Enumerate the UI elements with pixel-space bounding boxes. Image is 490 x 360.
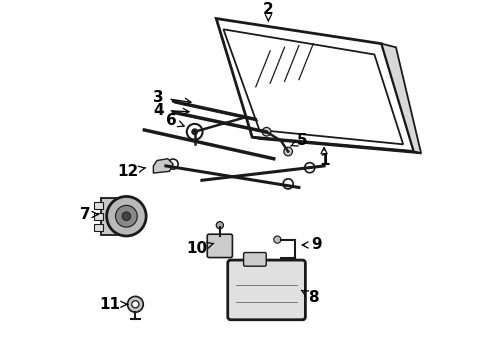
- Circle shape: [168, 159, 178, 169]
- FancyBboxPatch shape: [95, 202, 103, 210]
- Circle shape: [107, 197, 146, 236]
- FancyBboxPatch shape: [100, 198, 123, 235]
- Polygon shape: [252, 137, 421, 153]
- Text: 8: 8: [301, 289, 319, 305]
- Text: 10: 10: [186, 241, 214, 256]
- Circle shape: [274, 236, 281, 243]
- Circle shape: [132, 301, 139, 308]
- Circle shape: [216, 222, 223, 229]
- Text: 5: 5: [291, 133, 308, 148]
- Circle shape: [284, 147, 293, 156]
- Text: 3: 3: [153, 90, 191, 105]
- FancyBboxPatch shape: [95, 224, 103, 231]
- Text: 11: 11: [99, 297, 128, 312]
- FancyBboxPatch shape: [207, 234, 232, 257]
- Text: 12: 12: [118, 164, 146, 179]
- Circle shape: [116, 205, 137, 227]
- Circle shape: [305, 163, 315, 173]
- Circle shape: [192, 129, 197, 135]
- Text: 4: 4: [153, 103, 189, 118]
- FancyBboxPatch shape: [244, 252, 266, 266]
- Circle shape: [122, 212, 131, 221]
- Text: 6: 6: [166, 113, 184, 129]
- Text: 9: 9: [302, 238, 322, 252]
- Polygon shape: [153, 159, 173, 173]
- FancyBboxPatch shape: [228, 260, 305, 320]
- Circle shape: [262, 127, 271, 136]
- Text: 1: 1: [319, 148, 329, 168]
- Polygon shape: [382, 44, 421, 153]
- Circle shape: [127, 296, 143, 312]
- Circle shape: [283, 179, 293, 189]
- FancyBboxPatch shape: [95, 213, 103, 220]
- Text: 2: 2: [263, 2, 274, 21]
- Text: 7: 7: [80, 207, 98, 222]
